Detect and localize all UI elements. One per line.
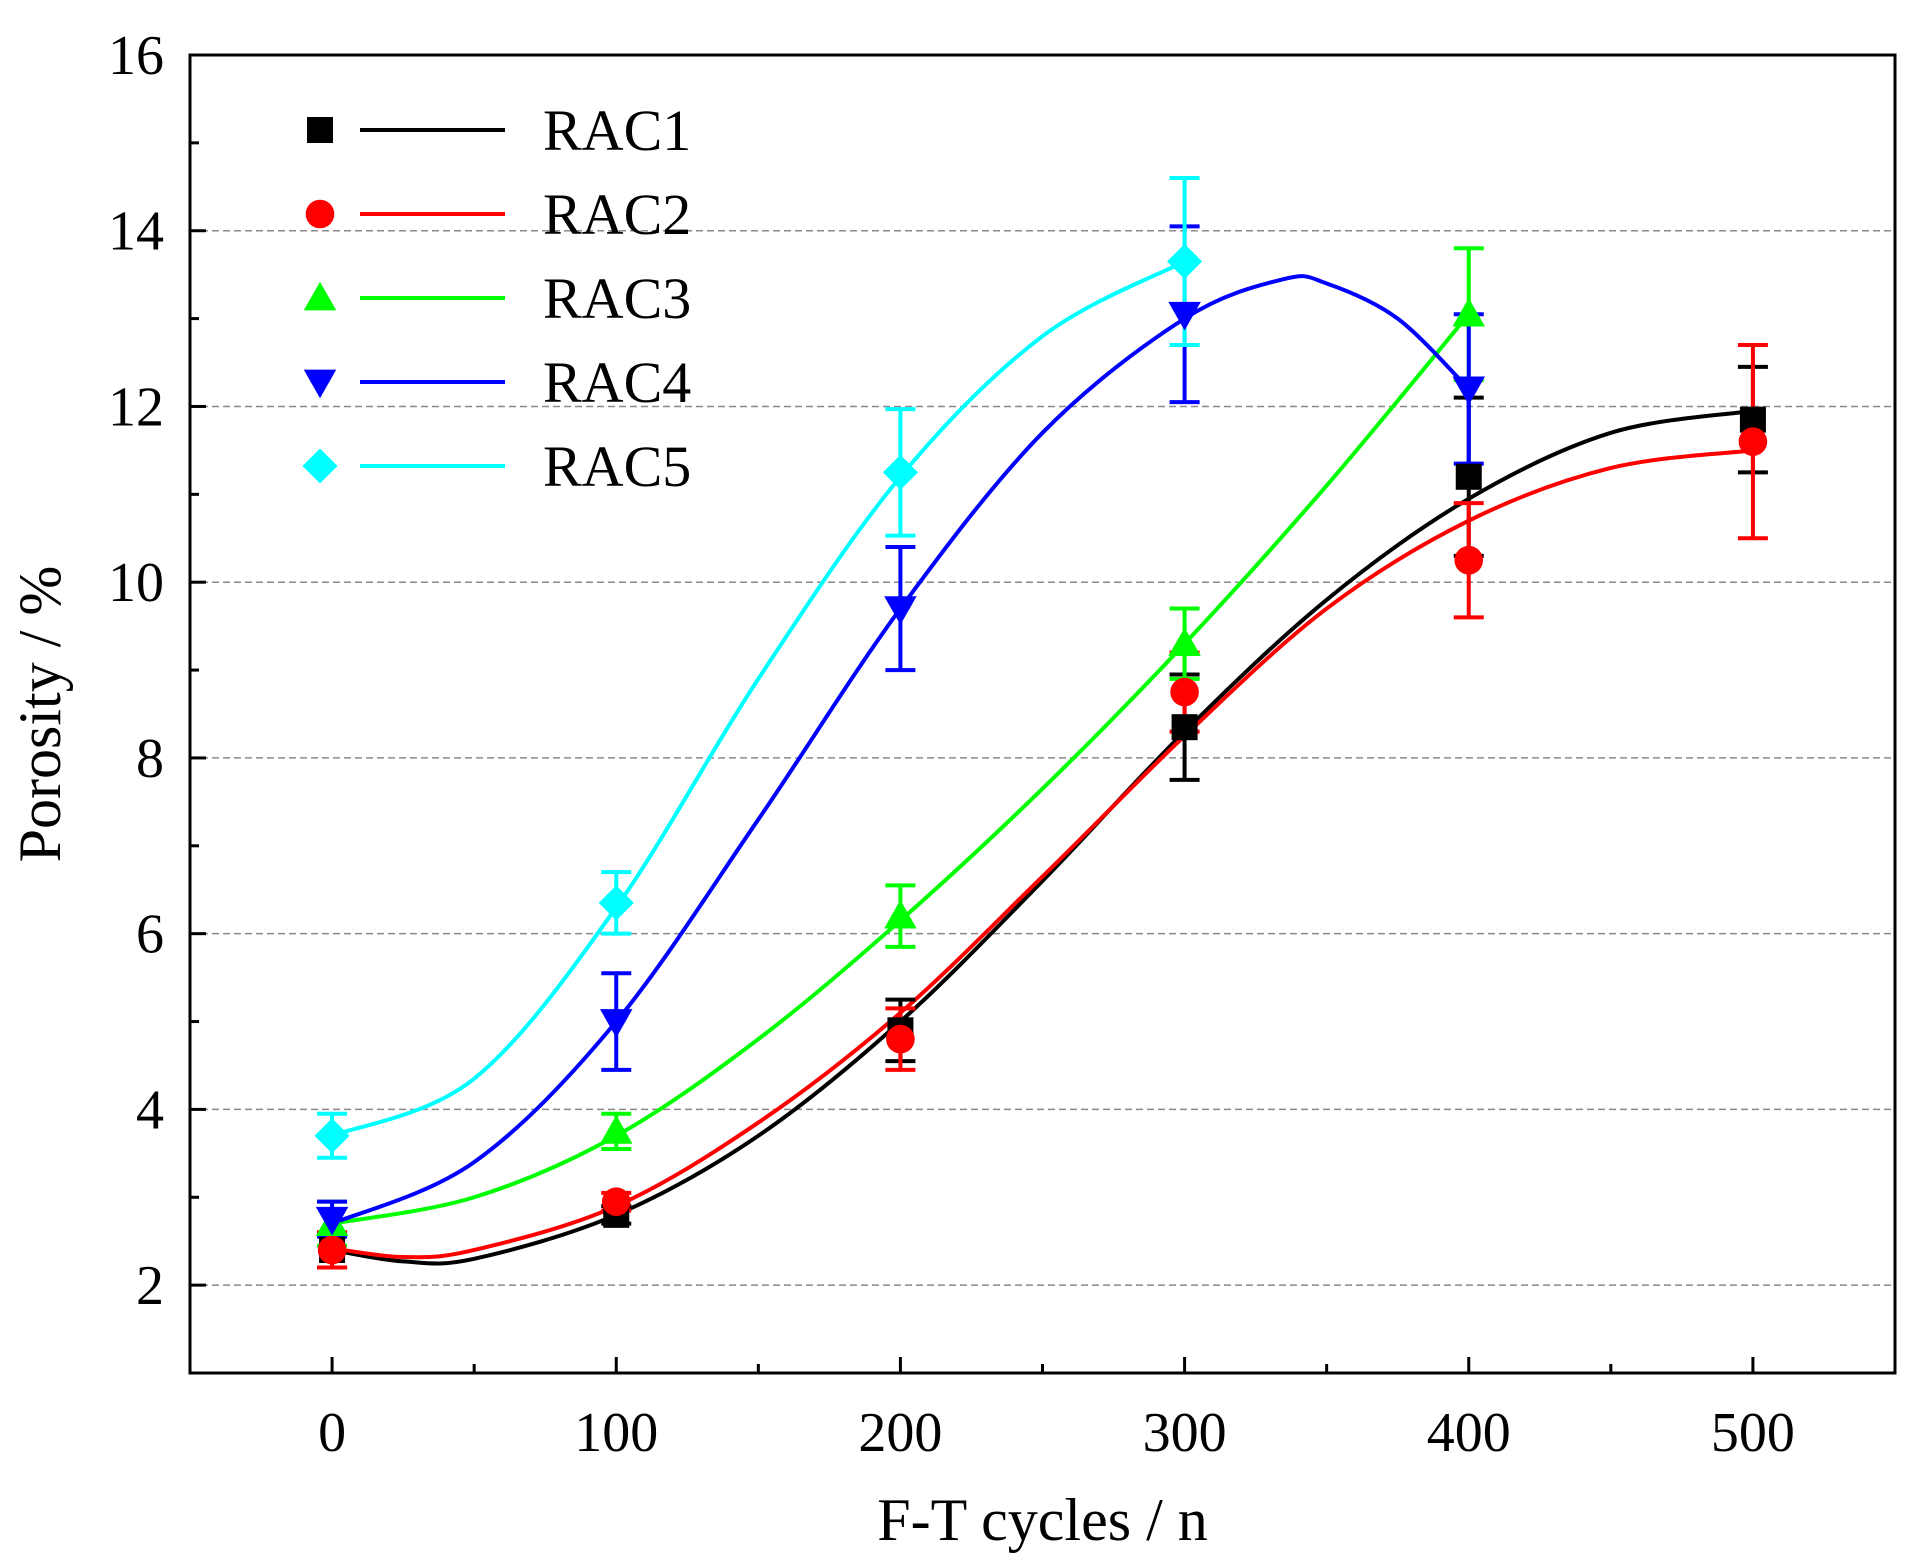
plot-frame: [188, 53, 1897, 1375]
fit-curve-rac1: [331, 408, 1754, 1266]
y-tick-label: 16: [108, 25, 164, 87]
y-tick-label: 14: [108, 201, 164, 263]
data-point-rac4: [884, 596, 917, 625]
data-point-rac5: [1167, 243, 1203, 280]
y-tick-label: 8: [136, 728, 164, 790]
legend-label-rac3: RAC3: [543, 266, 691, 331]
data-point-rac2: [1454, 545, 1484, 575]
y-tick-label: 4: [136, 1079, 164, 1141]
legend-marker-rac1: [307, 117, 333, 143]
legend-marker-rac3: [303, 281, 337, 311]
data-point-rac3: [1452, 297, 1485, 327]
data-point-rac5: [598, 885, 634, 921]
data-point-rac3: [884, 899, 917, 929]
y-tick-label: 12: [108, 376, 164, 438]
data-point-rac4: [1452, 376, 1485, 406]
legend-label-rac4: RAC4: [543, 350, 691, 415]
data-point-rac5: [882, 454, 918, 490]
axis-ticks: [190, 53, 1755, 1375]
fit-curve-rac2: [331, 448, 1754, 1260]
data-point-rac1: [1455, 463, 1482, 490]
data-point-rac4: [315, 1206, 349, 1236]
x-tick-label: 300: [1143, 1402, 1227, 1464]
data-point-rac2: [1170, 677, 1199, 707]
y-tick-label: 10: [108, 552, 164, 614]
data-point-rac5: [314, 1118, 350, 1154]
data-point-rac4: [600, 1009, 633, 1038]
data-point-rac3: [1168, 627, 1201, 657]
data-point-rac4: [1168, 301, 1201, 331]
tick-labels: 0 100 200 300 400 500 2 4 6 8 10 12 14 16: [108, 25, 1795, 1464]
x-tick-label: 500: [1711, 1402, 1795, 1464]
x-axis-title: F-T cycles / n: [877, 1487, 1208, 1553]
data-point-rac2: [601, 1187, 631, 1216]
data-point-rac2: [886, 1024, 915, 1054]
x-tick-label: 400: [1427, 1402, 1511, 1464]
legend-marker-rac4: [303, 369, 337, 399]
x-tick-label: 100: [574, 1402, 658, 1464]
data-markers: [314, 243, 1768, 1265]
fit-curves: [331, 259, 1754, 1266]
data-point-rac1: [1171, 714, 1198, 741]
y-tick-label: 2: [136, 1255, 164, 1317]
fit-curve-rac4: [331, 274, 1471, 1226]
legend-label-rac2: RAC2: [543, 182, 691, 247]
legend-marker-rac2: [305, 199, 335, 229]
legend-marker-rac5: [302, 448, 338, 484]
y-tick-label: 6: [136, 904, 164, 966]
legend-label-rac5: RAC5: [543, 434, 691, 499]
data-point-rac2: [317, 1235, 347, 1265]
fit-curve-rac5: [331, 259, 1186, 1138]
x-tick-label: 200: [858, 1402, 942, 1464]
error-bars: [317, 176, 1768, 1270]
legend-label-rac1: RAC1: [543, 98, 691, 163]
legend: RAC1 RAC2 RAC3 RAC4 RAC5: [302, 98, 691, 499]
gridlines: [190, 229, 1895, 1286]
data-point-rac2: [1738, 427, 1768, 456]
x-tick-label: 0: [318, 1402, 346, 1464]
data-point-rac3: [600, 1115, 633, 1144]
y-axis-title: Porosity / %: [7, 566, 73, 863]
fit-curve-rac3: [331, 312, 1471, 1226]
